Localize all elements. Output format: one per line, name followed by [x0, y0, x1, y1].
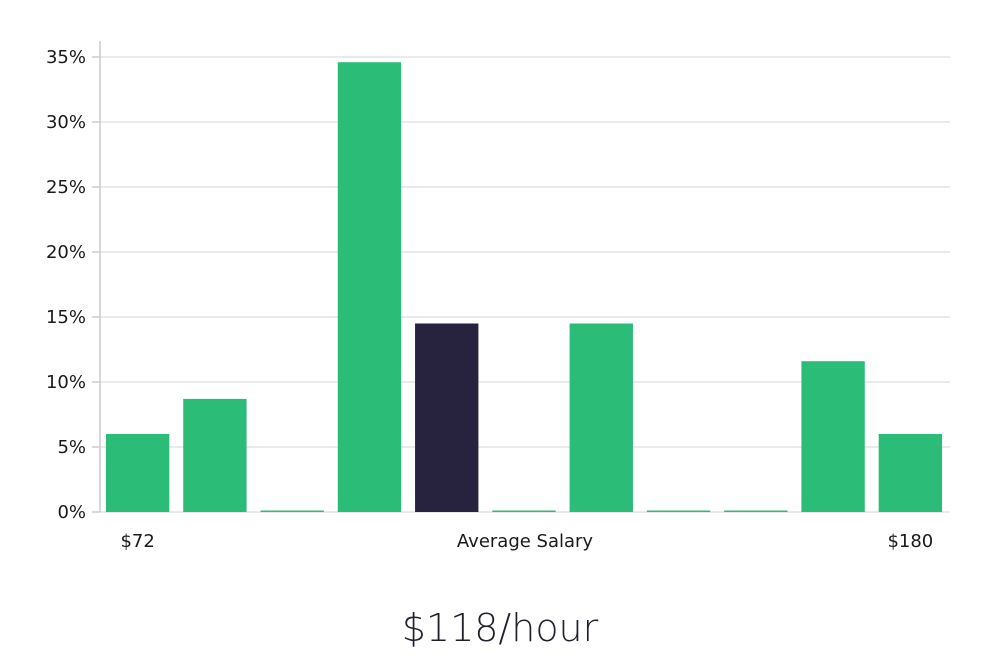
bar	[337, 62, 402, 512]
bar	[260, 510, 324, 512]
bar	[878, 434, 943, 512]
bar	[105, 434, 170, 512]
bar	[183, 398, 247, 512]
bar	[724, 510, 788, 512]
bar	[801, 361, 865, 512]
y-tick-label: 35%	[46, 47, 86, 68]
x-label-min: $72	[120, 531, 154, 552]
average-rate: $118/hour	[401, 606, 599, 650]
y-axis-ticks: 0% 5% 10% 15% 20% 25% 30% 35%	[46, 47, 100, 523]
y-tick-label: 5%	[57, 437, 86, 458]
bar	[646, 510, 711, 512]
y-tick-label: 10%	[46, 372, 86, 393]
x-label-max: $180	[887, 531, 933, 552]
y-tick-label: 0%	[57, 502, 86, 523]
bar	[569, 323, 633, 512]
y-tick-label: 25%	[46, 177, 86, 198]
y-tick-label: 20%	[46, 242, 86, 263]
y-tick-label: 30%	[46, 112, 86, 133]
bar	[492, 510, 556, 512]
bar-highlight	[415, 323, 479, 512]
bars	[105, 62, 943, 512]
x-label-center: Average Salary	[457, 531, 594, 552]
y-tick-label: 15%	[46, 307, 86, 328]
